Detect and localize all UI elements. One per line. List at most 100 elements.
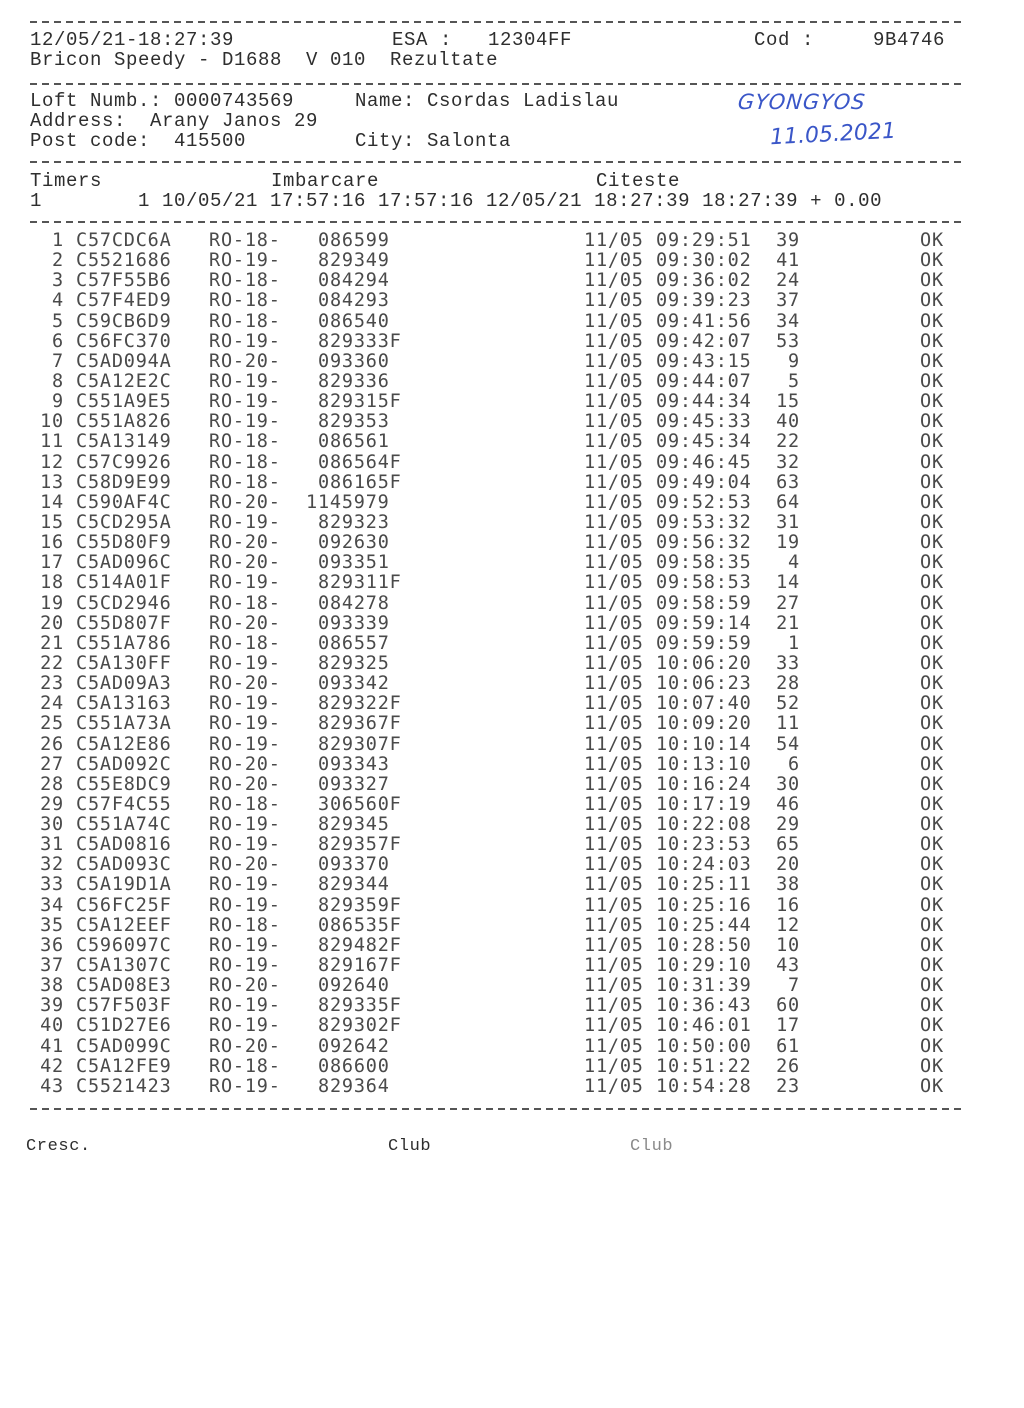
ring-prefix: RO-20-: [209, 552, 281, 574]
ring-prefix: RO-20-: [209, 491, 281, 513]
row-rank: 14: [40, 491, 64, 513]
chip-code: C55D80F9: [76, 532, 172, 554]
status: OK: [920, 431, 944, 453]
row-rank: 19: [40, 592, 64, 614]
row-rank: 5: [52, 310, 64, 332]
ring-prefix: RO-19-: [209, 370, 281, 392]
divider: [30, 161, 966, 163]
ring-prefix: RO-19-: [209, 693, 281, 715]
ring-prefix: RO-19-: [209, 934, 281, 956]
row-rank: 12: [40, 451, 64, 473]
ring-prefix: RO-19-: [209, 391, 281, 413]
arrival-date: 11/05: [584, 793, 644, 815]
status: OK: [920, 532, 944, 554]
ring-prefix: RO-19-: [209, 652, 281, 674]
status: OK: [920, 955, 944, 977]
chip-code: C5AD094A: [76, 350, 172, 372]
ring-number: 829325: [318, 652, 390, 674]
status: OK: [920, 592, 944, 614]
ring-prefix: RO-20-: [209, 612, 281, 634]
ring-number: 829336: [318, 370, 390, 392]
status: OK: [920, 814, 944, 836]
result-value: 53: [776, 330, 800, 352]
ring-prefix: RO-19-: [209, 1075, 281, 1097]
status: OK: [920, 632, 944, 654]
row-rank: 8: [52, 370, 64, 392]
ring-prefix: RO-20-: [209, 673, 281, 695]
arrival-date: 11/05: [584, 914, 644, 936]
result-value: 22: [776, 431, 800, 453]
ring-number: 829307F: [318, 733, 402, 755]
row-rank: 18: [40, 572, 64, 594]
result-value: 61: [776, 1035, 800, 1057]
ring-prefix: RO-20-: [209, 773, 281, 795]
status: OK: [920, 713, 944, 735]
esa-value: 12304FF: [488, 29, 573, 51]
arrival-time: 10:24:03: [656, 854, 752, 876]
arrival-date: 11/05: [584, 673, 644, 695]
result-value: 7: [788, 975, 800, 997]
ring-prefix: RO-19-: [209, 955, 281, 977]
chip-code: C57F4ED9: [76, 290, 172, 312]
ring-number: 829333F: [318, 330, 402, 352]
ring-number: 306560F: [318, 793, 402, 815]
result-value: 40: [776, 411, 800, 433]
arrival-date: 11/05: [584, 713, 644, 735]
row-rank: 33: [40, 874, 64, 896]
row-rank: 42: [40, 1055, 64, 1077]
ring-prefix: RO-18-: [209, 310, 281, 332]
result-value: 17: [776, 1015, 800, 1037]
chip-code: C56FC370: [76, 330, 172, 352]
status: OK: [920, 975, 944, 997]
col-imbarcare: Imbarcare: [271, 170, 380, 192]
result-value: 26: [776, 1055, 800, 1077]
chip-code: C5AD092C: [76, 753, 172, 775]
status: OK: [920, 773, 944, 795]
status: OK: [920, 793, 944, 815]
arrival-date: 11/05: [584, 1035, 644, 1057]
ring-prefix: RO-18-: [209, 471, 281, 493]
result-value: 20: [776, 854, 800, 876]
status: OK: [920, 874, 944, 896]
arrival-time: 10:09:20: [656, 713, 752, 735]
row-rank: 30: [40, 814, 64, 836]
chip-code: C5CD295A: [76, 511, 172, 533]
status: OK: [920, 934, 944, 956]
arrival-date: 11/05: [584, 814, 644, 836]
ring-number: 084293: [318, 290, 390, 312]
result-value: 54: [776, 733, 800, 755]
ring-prefix: RO-19-: [209, 733, 281, 755]
chip-code: C5A19D1A: [76, 874, 172, 896]
ring-prefix: RO-19-: [209, 874, 281, 896]
ring-number: 084278: [318, 592, 390, 614]
result-value: 31: [776, 511, 800, 533]
ring-prefix: RO-20-: [209, 854, 281, 876]
arrival-time: 10:25:44: [656, 914, 752, 936]
row-rank: 36: [40, 934, 64, 956]
status: OK: [920, 250, 944, 272]
divider: [30, 83, 966, 85]
chip-code: C5AD08E3: [76, 975, 172, 997]
ring-number: 086561: [318, 431, 390, 453]
arrival-date: 11/05: [584, 370, 644, 392]
ring-prefix: RO-20-: [209, 975, 281, 997]
status: OK: [920, 391, 944, 413]
status: OK: [920, 330, 944, 352]
status: OK: [920, 854, 944, 876]
ring-number: 829357F: [318, 834, 402, 856]
arrival-date: 11/05: [584, 471, 644, 493]
ring-prefix: RO-19-: [209, 330, 281, 352]
arrival-time: 10:46:01: [656, 1015, 752, 1037]
status: OK: [920, 572, 944, 594]
arrival-date: 11/05: [584, 693, 644, 715]
handwritten-place: GYONGYOS: [736, 90, 867, 114]
ring-number: 086564F: [318, 451, 402, 473]
ring-number: 829367F: [318, 713, 402, 735]
chip-code: C5521686: [76, 250, 172, 272]
ring-number: 093351: [318, 552, 390, 574]
print-datetime: 12/05/21-18:27:39: [30, 29, 235, 51]
ring-number: 829359F: [318, 894, 402, 916]
ring-prefix: RO-19-: [209, 713, 281, 735]
ring-prefix: RO-18-: [209, 793, 281, 815]
status: OK: [920, 1015, 944, 1037]
